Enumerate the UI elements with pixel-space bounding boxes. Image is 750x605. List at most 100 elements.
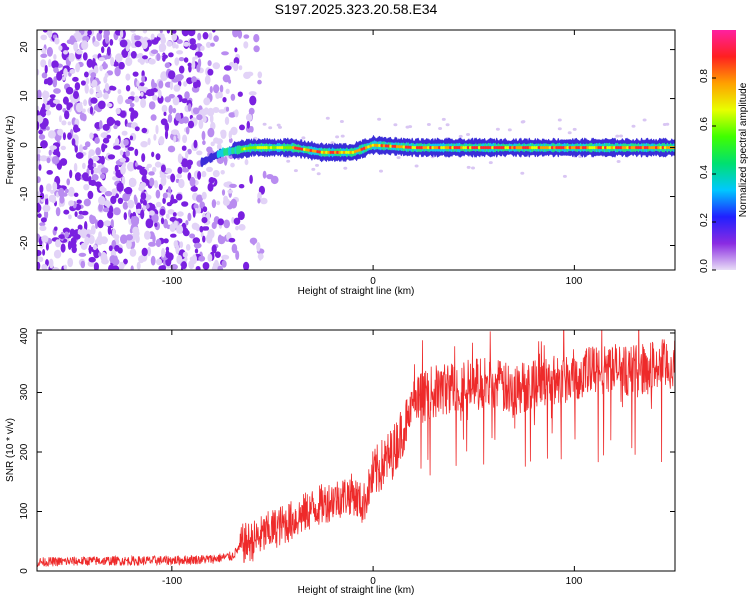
noise-speck xyxy=(202,262,210,270)
noise-speck xyxy=(136,261,141,270)
colorbar-tick-label: 0.6 xyxy=(699,117,710,131)
noise-speck xyxy=(193,81,199,89)
top-x-tick-label: 100 xyxy=(566,276,583,287)
noise-speck xyxy=(191,60,196,70)
noise-speck xyxy=(230,93,236,101)
noise-speck xyxy=(567,131,572,135)
signal-core xyxy=(340,150,344,154)
noise-speck xyxy=(106,103,113,108)
noise-speck xyxy=(137,58,145,63)
noise-speck xyxy=(150,49,159,54)
noise-speck xyxy=(52,267,60,270)
top-x-axis-label: Height of straight line (km) xyxy=(298,286,415,297)
noise-speck xyxy=(158,183,163,191)
noise-speck xyxy=(78,252,87,257)
signal-core xyxy=(639,146,643,150)
signal-core xyxy=(577,146,581,150)
chart-title: S197.2025.323.20.58.E34 xyxy=(275,1,438,17)
noise-speck xyxy=(225,88,230,95)
noise-speck xyxy=(47,30,53,39)
noise-speck xyxy=(466,165,471,169)
signal-core xyxy=(528,146,532,150)
noise-speck xyxy=(159,30,163,34)
noise-speck xyxy=(75,137,79,146)
noise-speck xyxy=(141,153,146,163)
bottom-y-tick-label: 200 xyxy=(19,443,30,460)
signal-core xyxy=(334,150,337,154)
signal-core xyxy=(407,145,410,149)
noise-speck xyxy=(189,256,195,262)
noise-speck xyxy=(201,191,207,200)
colorbar: 0.0 0.2 0.4 0.6 0.8 Normalized spectral … xyxy=(699,30,749,273)
signal-core xyxy=(298,147,302,151)
signal-core xyxy=(280,146,284,150)
noise-speck xyxy=(109,255,117,264)
signal-core xyxy=(593,146,596,150)
noise-speck xyxy=(98,195,106,205)
signal-core xyxy=(617,146,620,150)
signal-core xyxy=(506,146,510,150)
signal-core xyxy=(365,146,368,150)
noise-speck xyxy=(76,199,82,204)
noise-speck xyxy=(119,30,124,38)
noise-speck xyxy=(217,234,223,244)
signal-core xyxy=(384,144,388,148)
noise-speck xyxy=(80,228,88,238)
signal-core xyxy=(289,146,293,150)
signal-core xyxy=(382,144,386,148)
signal-core xyxy=(435,146,439,150)
colorbar-tick-label: 0.8 xyxy=(699,69,710,83)
noise-speck xyxy=(148,171,155,176)
signal-core xyxy=(353,150,357,154)
noise-speck xyxy=(48,194,56,203)
noise-speck xyxy=(74,127,81,132)
signal-core xyxy=(632,146,636,150)
noise-speck xyxy=(217,265,224,270)
noise-speck xyxy=(95,92,100,98)
signal-core xyxy=(546,146,550,150)
noise-speck xyxy=(80,260,86,269)
noise-speck xyxy=(131,33,135,44)
noise-speck xyxy=(249,237,258,245)
noise-speck xyxy=(160,265,166,270)
noise-speck xyxy=(507,128,512,132)
signal-core xyxy=(666,146,669,150)
noise-speck xyxy=(140,98,147,109)
noise-speck xyxy=(145,218,154,229)
noise-speck xyxy=(223,65,232,71)
noise-speck xyxy=(262,170,267,179)
noise-speck xyxy=(167,209,175,215)
noise-speck xyxy=(130,110,139,119)
signal-core xyxy=(579,146,583,150)
signal-core xyxy=(387,144,390,148)
signal-core xyxy=(601,146,605,150)
noise-speck xyxy=(120,164,126,175)
signal-core xyxy=(380,144,384,148)
noise-speck xyxy=(38,134,46,140)
noise-speck xyxy=(68,186,75,196)
noise-speck xyxy=(155,201,162,208)
noise-speck xyxy=(113,207,121,216)
noise-speck xyxy=(301,136,306,140)
noise-speck xyxy=(165,249,170,259)
noise-speck xyxy=(135,202,142,211)
noise-speck xyxy=(121,176,126,186)
noise-speck xyxy=(94,137,100,144)
noise-speck xyxy=(77,224,83,231)
noise-speck xyxy=(107,226,112,235)
noise-speck xyxy=(40,34,48,41)
noise-speck xyxy=(222,97,227,103)
noise-speck xyxy=(185,126,190,135)
noise-speck xyxy=(249,174,253,184)
noise-speck xyxy=(85,77,90,85)
noise-speck xyxy=(235,250,240,260)
noise-speck xyxy=(141,247,148,257)
noise-speck xyxy=(93,104,99,111)
noise-speck xyxy=(142,205,147,210)
noise-speck xyxy=(164,122,169,132)
top-y-axis-label: Frequency (Hz) xyxy=(5,116,16,185)
noise-speck xyxy=(73,91,79,99)
signal-core xyxy=(398,145,401,149)
noise-speck xyxy=(217,91,223,99)
signal-core xyxy=(258,146,262,150)
